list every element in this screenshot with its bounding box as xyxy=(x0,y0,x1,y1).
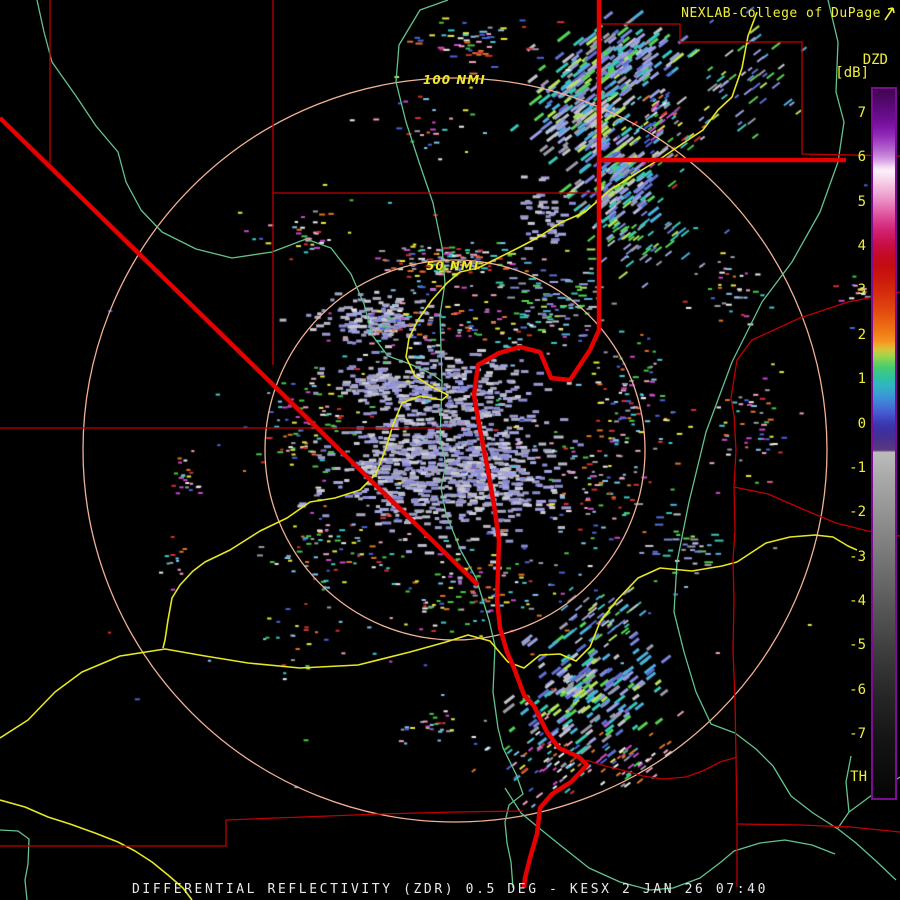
county-border-line xyxy=(736,823,900,833)
colorbar-tick: -3 xyxy=(849,548,866,565)
colorbar-tick: 7 xyxy=(857,105,866,121)
range-ring-50nmi xyxy=(264,259,646,641)
colorbar-tick: 1 xyxy=(857,371,866,388)
colorbar-tick: -2 xyxy=(849,504,866,521)
state-border-line xyxy=(471,0,602,889)
range-ring-50nmi-text: 50 NMI xyxy=(426,259,480,273)
colorbar-tick: 3 xyxy=(857,282,866,299)
river-line xyxy=(0,829,30,900)
colorbar-tick: 5 xyxy=(857,193,866,210)
range-ring-50nmi-label: 50 NMI xyxy=(426,255,479,274)
river-line xyxy=(673,0,897,881)
county-border-line xyxy=(599,23,900,157)
cod-logo-icon xyxy=(884,7,895,21)
county-border-line xyxy=(0,810,524,847)
colorbar-title: DZD xyxy=(862,52,888,68)
colorbar xyxy=(871,87,897,800)
nexlab-credit: NEXLAB-College of DuPage xyxy=(681,6,896,21)
river-line xyxy=(36,0,444,383)
colorbar-tick: 6 xyxy=(857,149,866,166)
colorbar-tick: 4 xyxy=(857,238,866,255)
colorbar-tick: -1 xyxy=(849,459,866,476)
state-border-line xyxy=(0,116,480,587)
river-line xyxy=(395,0,524,889)
colorbar-tick: -7 xyxy=(849,726,866,743)
range-ring-100nmi-label: 100 NMI xyxy=(423,69,486,88)
colorbar-tick: -4 xyxy=(849,592,866,609)
highway-line xyxy=(0,799,193,900)
county-border-line xyxy=(585,756,738,780)
river-line xyxy=(845,755,852,813)
range-ring-100nmi-text: 100 NMI xyxy=(423,73,486,87)
product-caption: DIFFERENTIAL REFLECTIVITY (ZDR) 0.5 DEG … xyxy=(131,882,769,897)
nexlab-credit-text: NEXLAB-College of DuPage xyxy=(681,6,881,21)
colorbar-units: [dB] xyxy=(835,65,869,81)
range-ring-100nmi xyxy=(82,77,828,823)
river-line xyxy=(504,787,836,891)
highway-line xyxy=(162,11,758,649)
colorbar-tick: 2 xyxy=(857,326,866,343)
highway-line xyxy=(0,534,858,739)
colorbar-tick: -6 xyxy=(849,681,866,698)
colorbar-footer: TH xyxy=(850,769,867,785)
colorbar-tick: 0 xyxy=(857,415,866,432)
colorbar-tick: -5 xyxy=(849,637,866,654)
